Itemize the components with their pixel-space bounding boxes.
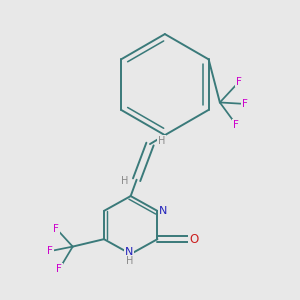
Text: N: N <box>125 247 134 257</box>
Text: F: F <box>53 224 59 234</box>
Text: F: F <box>233 120 239 130</box>
Text: N: N <box>159 206 167 216</box>
Text: F: F <box>56 264 62 274</box>
Text: F: F <box>242 99 248 109</box>
Text: H: H <box>158 136 166 146</box>
Text: O: O <box>189 233 199 246</box>
Text: F: F <box>47 246 53 256</box>
Text: F: F <box>236 76 242 87</box>
Text: H: H <box>125 256 133 266</box>
Text: H: H <box>121 176 128 186</box>
